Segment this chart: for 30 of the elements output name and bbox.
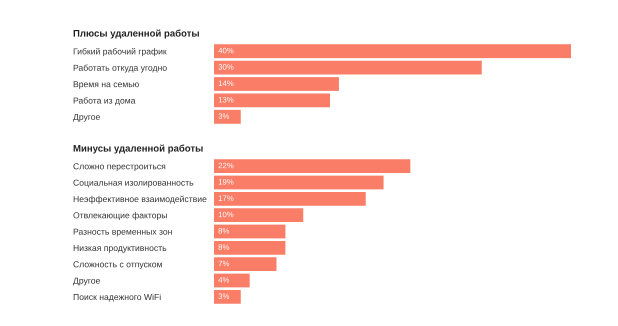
y-tick-label: Работа из дома [74, 97, 136, 106]
bar [214, 94, 330, 108]
y-tick-label: Гибкий рабочий график [74, 48, 167, 56]
y-tick-label: Время на семью [74, 81, 139, 89]
y-tick-label: Работать откуда угодно [74, 64, 167, 73]
y-tick-label: Другое [73, 114, 100, 122]
bar [214, 224, 286, 238]
bar [214, 208, 304, 222]
y-tick-label: Другое [73, 278, 100, 286]
y-tick-label: Низкая продуктивность [74, 245, 166, 253]
bar [214, 192, 366, 206]
bar [214, 290, 241, 304]
y-tick-label: Сложность с отпуском [73, 261, 162, 270]
y-tick-label: Сложно перестроиться [73, 163, 166, 172]
text: Плюсы удаленной работы [74, 29, 199, 39]
bar [214, 110, 241, 124]
bar [214, 274, 250, 288]
y-tick-label: Поиск надежного WiFi [74, 294, 161, 302]
y-tick-label: Отвлекающие факторы [73, 212, 167, 220]
y-tick-label: Неэффективное взаимодействие [74, 196, 206, 204]
bar [214, 240, 286, 255]
bar [214, 257, 276, 272]
chart-title: Минусы удаленной работы [74, 144, 203, 154]
bar [214, 77, 339, 91]
bar [214, 176, 384, 190]
bar [214, 159, 410, 174]
y-tick-label: Социальная изолированность [73, 180, 194, 188]
y-tick-label: Разность временных зон [74, 228, 172, 236]
bar [214, 60, 482, 74]
bar [214, 44, 571, 58]
